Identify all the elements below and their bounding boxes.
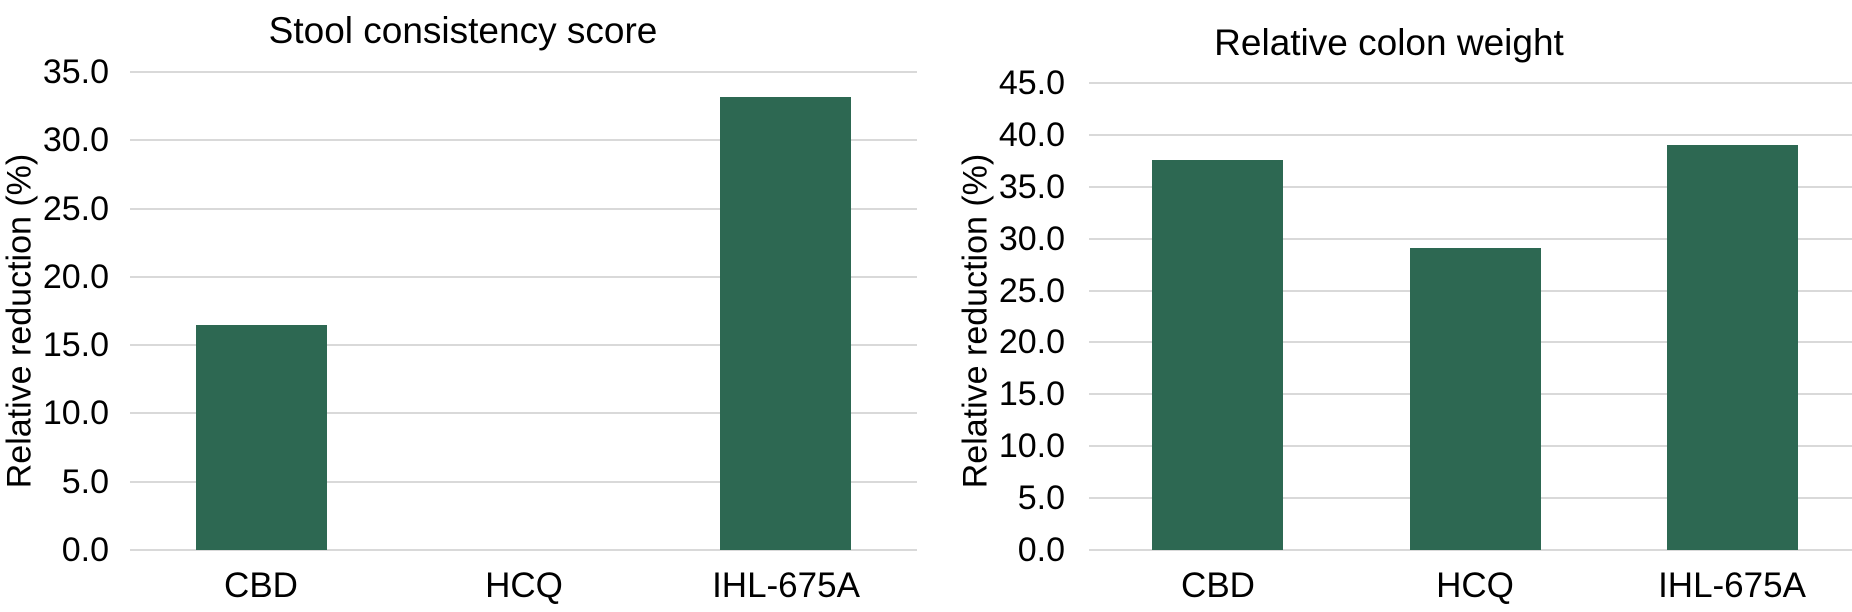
x-tick-label: IHL-675A (712, 566, 860, 605)
chart-relative-colon-weight: Relative colon weight Relative reduction… (926, 0, 1852, 612)
y-tick-label: 25.0 (998, 271, 1065, 310)
y-gridline (1089, 237, 1852, 240)
y-tick-label: 25.0 (42, 189, 109, 228)
y-tick-label: 30.0 (42, 121, 109, 160)
y-gridline (130, 71, 917, 73)
y-tick-label: 10.0 (998, 427, 1065, 466)
y-gridline (130, 412, 917, 415)
chart-stool-consistency-score: Stool consistency score Relative reducti… (1, 10, 917, 605)
plot-area (130, 71, 917, 551)
y-gridline (1089, 549, 1852, 551)
y-tick-label: 45.0 (998, 64, 1065, 102)
y-tick-label: 10.0 (42, 394, 109, 433)
y-tick-label: 0.0 (61, 531, 109, 569)
bar-cbd (1152, 160, 1283, 550)
y-tick-label: 15.0 (998, 375, 1065, 414)
bar-hcq (1410, 248, 1541, 550)
y-gridline (1089, 185, 1852, 188)
bar-cbd (196, 325, 327, 550)
y-tick-label: 15.0 (42, 326, 109, 365)
y-tick-label: 20.0 (42, 257, 109, 296)
y-gridline (1089, 133, 1852, 136)
y-tick-label: 20.0 (998, 323, 1065, 362)
y-gridline (130, 549, 917, 551)
y-tick-label: 0.0 (1017, 531, 1065, 569)
bar-ihl-675a (720, 97, 851, 550)
x-tick-label: HCQ (1436, 566, 1514, 605)
y-tick-label: 35.0 (998, 167, 1065, 206)
bar-ihl-675a (1667, 145, 1798, 550)
x-tick-label: CBD (1181, 566, 1255, 605)
y-tick-label: 5.0 (61, 462, 109, 501)
x-tick-label: HCQ (485, 566, 563, 605)
y-gridline (1089, 82, 1852, 84)
y-gridline (130, 275, 917, 278)
y-tick-label: 40.0 (998, 115, 1065, 154)
chart-title: Stool consistency score (268, 10, 658, 51)
y-gridline (130, 480, 917, 483)
y-gridline (130, 344, 917, 347)
y-tick-label: 5.0 (1017, 479, 1065, 518)
x-tick-label: IHL-675A (1658, 566, 1806, 605)
y-tick-label: 30.0 (998, 219, 1065, 258)
x-tick-label: CBD (224, 566, 298, 605)
plot-area (1089, 82, 1852, 551)
y-tick-label: 35.0 (42, 53, 109, 91)
y-gridline (130, 207, 917, 210)
y-gridline (130, 139, 917, 142)
chart-title: Relative colon weight (1214, 22, 1564, 63)
